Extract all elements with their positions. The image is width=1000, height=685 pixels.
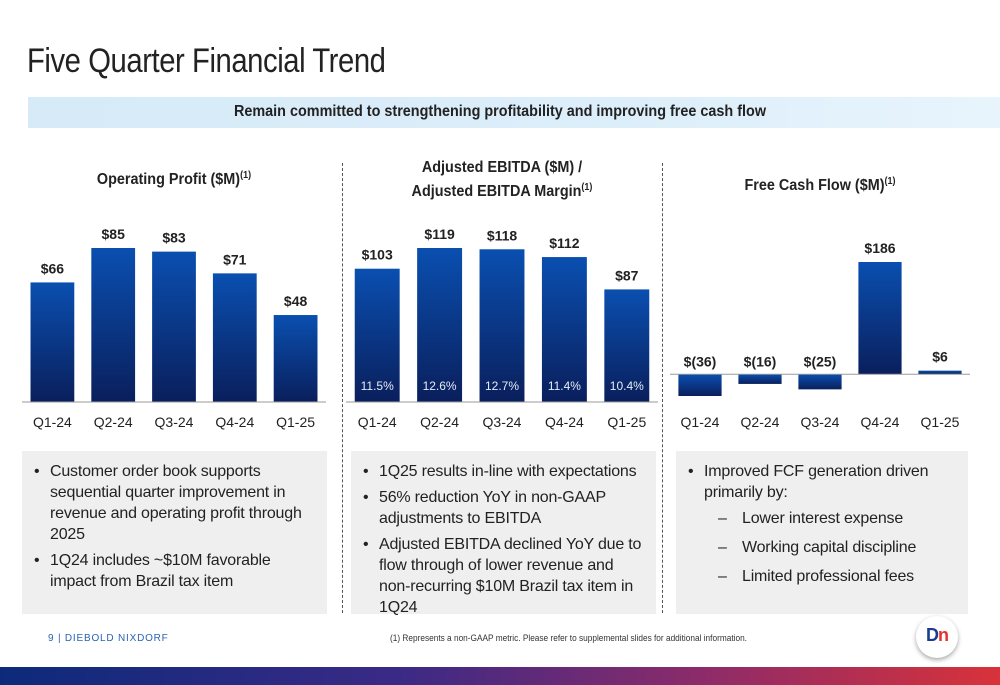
category-label: Q1-25: [921, 414, 960, 430]
data-label: $(25): [804, 353, 837, 369]
category-label: Q3-24: [483, 414, 522, 430]
bar: [604, 289, 650, 402]
note-sub-bullet: Limited professional fees: [688, 566, 954, 587]
bar: [30, 282, 75, 402]
bar: [212, 273, 257, 402]
footnote-ref: (1): [240, 170, 252, 181]
category-label: Q4-24: [861, 414, 900, 430]
note-bullet: Adjusted EBITDA declined YoY due to flow…: [363, 534, 642, 618]
panel-divider-2: [662, 163, 663, 613]
category-label: Q4-24: [545, 414, 584, 430]
category-label: Q2-24: [420, 414, 459, 430]
company-logo: Dn: [916, 616, 958, 658]
adjusted-ebitda-title-line1: Adjusted EBITDA ($M) /: [421, 159, 583, 176]
category-label: Q3-24: [801, 414, 840, 430]
data-label: $71: [223, 251, 247, 267]
bar: [479, 249, 525, 402]
bar: [858, 262, 902, 375]
data-label: $(16): [744, 353, 777, 369]
category-label: Q2-24: [94, 414, 133, 430]
data-label: $48: [284, 293, 308, 309]
note-bullet: 56% reduction YoY in non-GAAP adjustment…: [363, 487, 642, 529]
note-sub-bullet: Working capital discipline: [688, 537, 954, 558]
data-label: $85: [102, 226, 126, 242]
operating-profit-title: Operating Profit ($M)(1): [37, 166, 311, 190]
free-cash-flow-notes: Improved FCF generation driven primarily…: [676, 451, 968, 614]
data-label: $66: [41, 260, 65, 276]
data-label: $186: [864, 240, 895, 256]
data-label: $83: [162, 230, 186, 246]
operating-profit-chart: $66 Q1-24 $85 Q2-24 $83 Q3-24 $71 Q4-24 $48 Q1-25: [22, 226, 326, 430]
data-label: $112: [549, 235, 580, 251]
bar: [678, 374, 722, 396]
adjusted-ebitda-title: Adjusted EBITDA ($M) / Adjusted EBITDA M…: [362, 158, 643, 202]
category-label: Q1-25: [276, 414, 315, 430]
margin-label: 10.4%: [610, 379, 644, 393]
bar: [798, 374, 842, 390]
note-bullet: 1Q25 results in-line with expectations: [363, 461, 642, 482]
bar: [91, 248, 136, 402]
note-bullet: Improved FCF generation driven primarily…: [688, 461, 954, 503]
logo-letter-d: D: [926, 625, 939, 645]
category-label: Q4-24: [215, 414, 254, 430]
category-label: Q1-24: [358, 414, 397, 430]
note-bullet: Customer order book supports sequential …: [34, 461, 313, 545]
panel-divider-1: [342, 163, 343, 613]
free-cash-flow-title: Free Cash Flow ($M)(1): [685, 172, 955, 196]
category-label: Q2-24: [741, 414, 780, 430]
data-label: $119: [424, 226, 455, 242]
margin-label: 12.6%: [423, 379, 457, 393]
banner-text: Remain committed to strengthening profit…: [233, 103, 767, 120]
footnote-ref: (1): [581, 182, 593, 193]
page-footer-label: 9 | DIEBOLD NIXDORF: [48, 633, 169, 644]
free-cash-flow-chart: $(36) Q1-24 $(16) Q2-24 $(25) Q3-24 $186 Q4-24 $…: [670, 240, 970, 430]
category-label: Q1-24: [681, 414, 720, 430]
note-sub-bullet: Lower interest expense: [688, 508, 954, 529]
adjusted-ebitda-chart: $103 11.5% Q1-24 $119 12.6% Q2-24 $118 12.7% Q3-…: [346, 226, 658, 430]
data-label: $87: [615, 267, 639, 283]
operating-profit-title-text: Operating Profit ($M): [96, 171, 241, 188]
data-label: $118: [487, 227, 518, 243]
page-title: Five Quarter Financial Trend: [27, 42, 386, 80]
bar: [918, 370, 962, 375]
data-label: $(36): [684, 353, 717, 369]
bar: [417, 248, 463, 402]
data-label: $6: [932, 349, 948, 365]
margin-label: 11.4%: [548, 379, 581, 393]
headline-banner: Remain committed to strengthening profit…: [28, 97, 1000, 128]
category-label: Q1-24: [33, 414, 72, 430]
bar: [354, 268, 400, 402]
free-cash-flow-title-text: Free Cash Flow ($M): [744, 177, 885, 194]
bar: [738, 374, 782, 384]
footnote-ref: (1): [884, 176, 896, 187]
bar: [541, 257, 587, 402]
adjusted-ebitda-title-line2: Adjusted EBITDA Margin: [411, 183, 582, 200]
category-label: Q1-25: [607, 414, 646, 430]
logo-letter-n: n: [938, 625, 949, 645]
operating-profit-notes: Customer order book supports sequential …: [22, 451, 327, 614]
margin-label: 11.5%: [361, 379, 394, 393]
note-bullet: 1Q24 includes ~$10M favorable impact fro…: [34, 550, 313, 592]
brand-color-bar: [0, 667, 1000, 685]
bar: [152, 251, 196, 402]
category-label: Q3-24: [155, 414, 194, 430]
data-label: $103: [362, 247, 393, 263]
adjusted-ebitda-notes: 1Q25 results in-line with expectations 56…: [351, 451, 656, 616]
bar: [273, 315, 318, 402]
margin-label: 12.7%: [485, 379, 519, 393]
footnote: (1) Represents a non-GAAP metric. Please…: [390, 633, 747, 643]
